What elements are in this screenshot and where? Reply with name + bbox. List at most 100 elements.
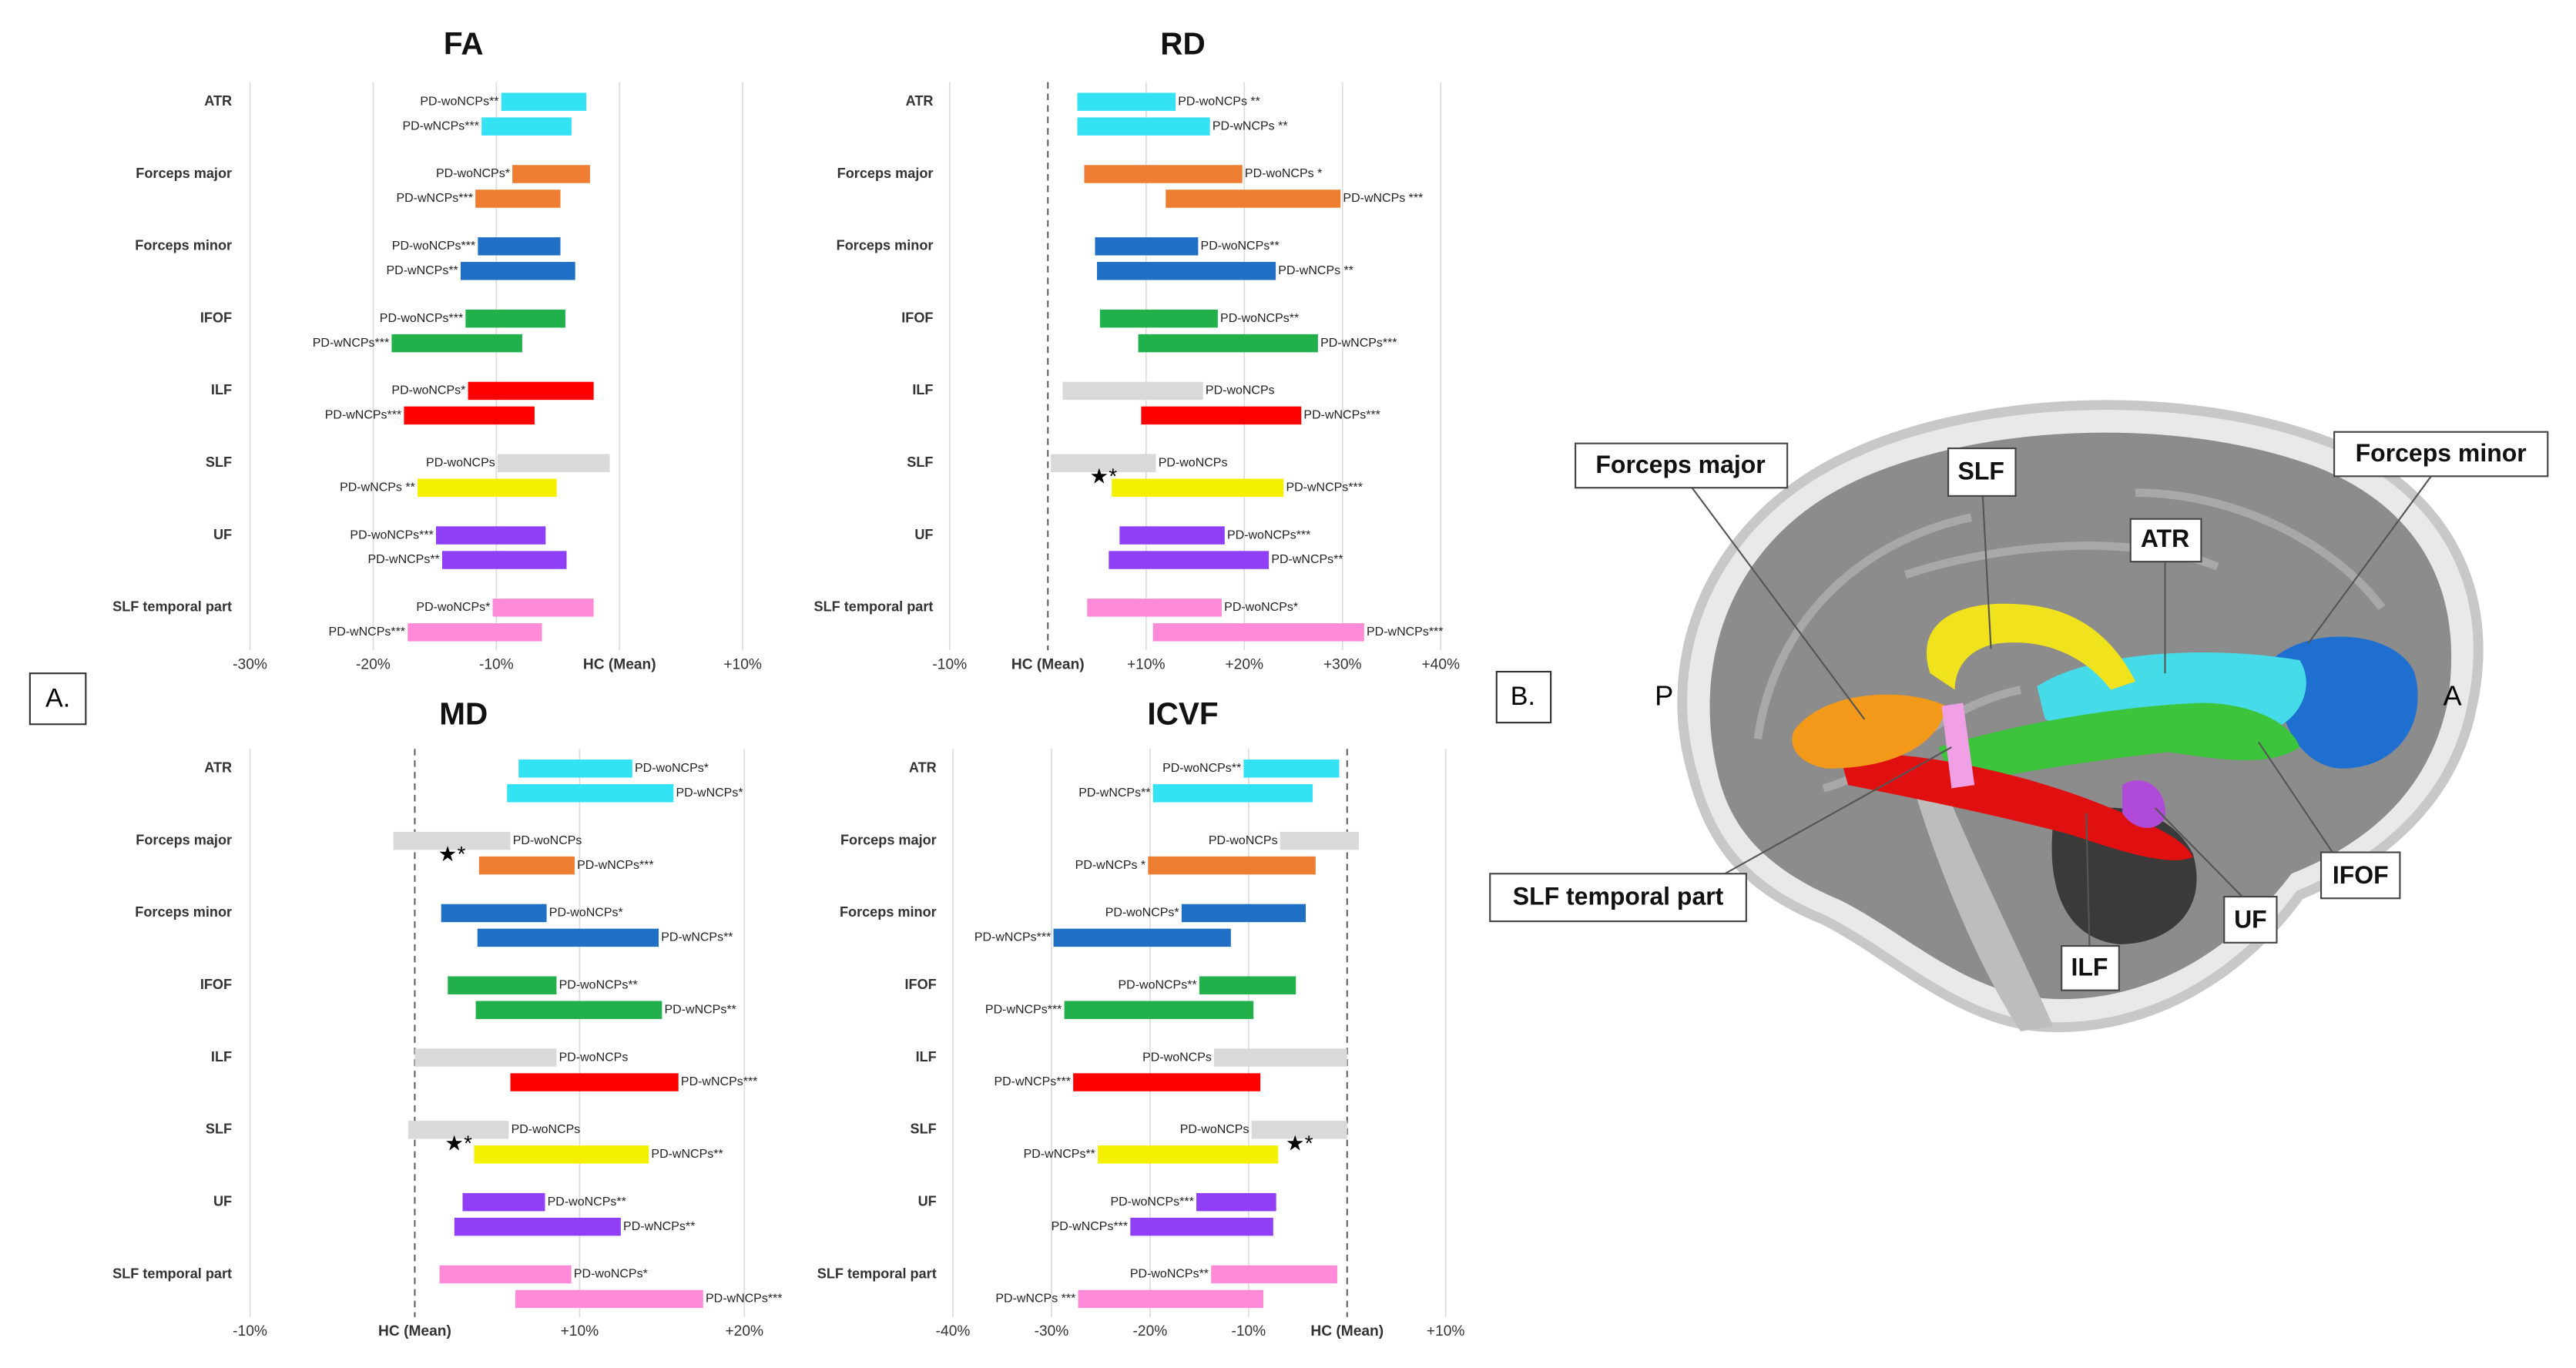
bar-label: PD-woNCPs: [1180, 1123, 1249, 1136]
bar: [468, 381, 594, 401]
bar-label: PD-wNCPs**: [1078, 786, 1150, 800]
x-tick-label: -30%: [233, 657, 267, 673]
chart-panel: RD -10% HC (Mean) +10% +20% +30% +40% ATR Forcep…: [814, 25, 1461, 672]
bar: [510, 1073, 679, 1091]
category-label: Forceps minor: [135, 238, 232, 253]
bar: [462, 1192, 545, 1212]
bar: [507, 784, 674, 803]
x-tick-label: +20%: [1225, 657, 1263, 673]
bar-label: PD-woNCPs*: [1105, 907, 1179, 920]
bar-label: PD-wNCPs***: [681, 1075, 757, 1088]
bar: [501, 92, 587, 111]
bar: [1099, 309, 1218, 328]
bar: [481, 117, 572, 136]
bar-label: PD-woNCPs**: [420, 95, 498, 108]
bar-label: PD-woNCPs: [559, 1051, 629, 1064]
significance-star: ★*: [1286, 1131, 1313, 1155]
bar: [1199, 976, 1296, 994]
bar: [1119, 526, 1225, 545]
tract-label: ILF: [2071, 953, 2108, 981]
bar-label: PD-woNCPs*: [436, 167, 510, 180]
bar-label: PD-wNCPs **: [1278, 264, 1353, 277]
bar: [1051, 454, 1156, 472]
bar: [439, 1265, 572, 1284]
chart-title: RD: [1160, 25, 1206, 61]
x-tick-label: +30%: [1323, 657, 1362, 673]
bar: [435, 526, 546, 545]
bar: [1138, 334, 1318, 353]
bar: [1152, 784, 1313, 803]
bar: [408, 623, 542, 642]
bar-label: PD-wNCPs ***: [1343, 192, 1423, 205]
bar: [1084, 165, 1243, 183]
x-tick-label: +10%: [1127, 657, 1166, 673]
category-label: ATR: [204, 93, 232, 109]
bar-label: PD-woNCPs**: [548, 1195, 626, 1209]
category-label: UF: [213, 527, 232, 542]
bar: [441, 904, 547, 923]
bar-label: PD-wNCPs**: [1024, 1148, 1095, 1161]
bar-label: PD-woNCPs: [1206, 384, 1275, 397]
bar-label: PD-woNCPs**: [1162, 762, 1241, 775]
bar-label: PD-wNCPs **: [1213, 119, 1288, 132]
x-tick-label: +10%: [1427, 1323, 1465, 1340]
bar: [1098, 1145, 1279, 1164]
tract-label: Forceps minor: [2356, 439, 2527, 467]
category-label: ATR: [204, 760, 232, 776]
bar: [393, 831, 511, 850]
bar-label: PD-wNCPs**: [1271, 553, 1343, 566]
bar: [474, 1145, 649, 1164]
bar-label: PD-woNCPs: [426, 456, 495, 469]
chart-title: FA: [444, 25, 484, 61]
bar-label: PD-woNCPs***: [392, 240, 475, 253]
category-label: Forceps major: [136, 166, 232, 181]
bar-label: PD-wNCPs *: [1075, 859, 1145, 872]
tract-label: SLF: [1958, 457, 2004, 484]
bar-label: PD-wNCPs***: [396, 192, 472, 205]
chart-panel: MD -10% HC (Mean) +10% +20% ATR Forceps major F…: [112, 696, 782, 1340]
category-label: ILF: [211, 1049, 232, 1065]
category-label: Forceps minor: [840, 904, 937, 920]
category-label: Forceps major: [840, 832, 937, 847]
panel-b-label-box: B.: [1495, 670, 1552, 724]
bar-label: PD-wNCPs**: [651, 1148, 723, 1161]
bar-label: PD-woNCPs*: [574, 1268, 648, 1281]
bar-label: PD-wNCPs***: [1320, 337, 1397, 350]
bar: [408, 1121, 509, 1139]
posterior-label: P: [1655, 680, 1673, 712]
bar-label: PD-wNCPs**: [661, 931, 733, 944]
x-tick-label: -40%: [936, 1323, 971, 1340]
bar: [1095, 237, 1199, 256]
bar: [475, 1001, 662, 1019]
bar-label: PD-woNCPs*: [391, 384, 465, 397]
bar-label: PD-wNCPs*: [676, 786, 743, 800]
bar: [1077, 92, 1176, 111]
bar-label: PD-woNCPs***: [1227, 528, 1310, 542]
chart-panel: ICVF -40% -30% -20% -10% HC (Mean) +10% ATR Forc…: [817, 696, 1465, 1340]
bar-label: PD-woNCPs**: [1130, 1268, 1209, 1281]
bar-label: PD-woNCPs**: [1201, 240, 1280, 253]
tract-label: ATR: [2141, 525, 2189, 552]
x-tick-label: -10%: [932, 657, 967, 673]
bar: [1062, 381, 1203, 401]
category-label: SLF: [911, 1122, 937, 1137]
bar-label: PD-wNCPs***: [325, 409, 401, 422]
x-tick-label: -10%: [479, 657, 514, 673]
bar-label: PD-wNCPs***: [1303, 409, 1380, 422]
category-label: Forceps major: [837, 166, 934, 181]
category-label: IFOF: [904, 977, 936, 992]
bar: [1078, 1289, 1264, 1309]
bar: [454, 1217, 621, 1236]
tract-callouts: Forceps major SLF ATR Forceps minor IFOF…: [1489, 431, 2549, 991]
bar-label: PD-wNCPs***: [974, 931, 1051, 944]
bar-label: PD-wNCPs**: [623, 1220, 695, 1233]
bar-label: PD-woNCPs***: [1110, 1195, 1193, 1209]
bar-label: PD-woNCPs: [513, 834, 582, 847]
bar-label: PD-wNCPs***: [577, 859, 653, 872]
bar-label: PD-woNCPs *: [1245, 167, 1322, 180]
bar: [512, 165, 590, 183]
panel-a-label: A.: [45, 683, 70, 712]
category-label: Forceps major: [136, 832, 232, 847]
bar-label: PD-wNCPs ***: [995, 1293, 1075, 1306]
